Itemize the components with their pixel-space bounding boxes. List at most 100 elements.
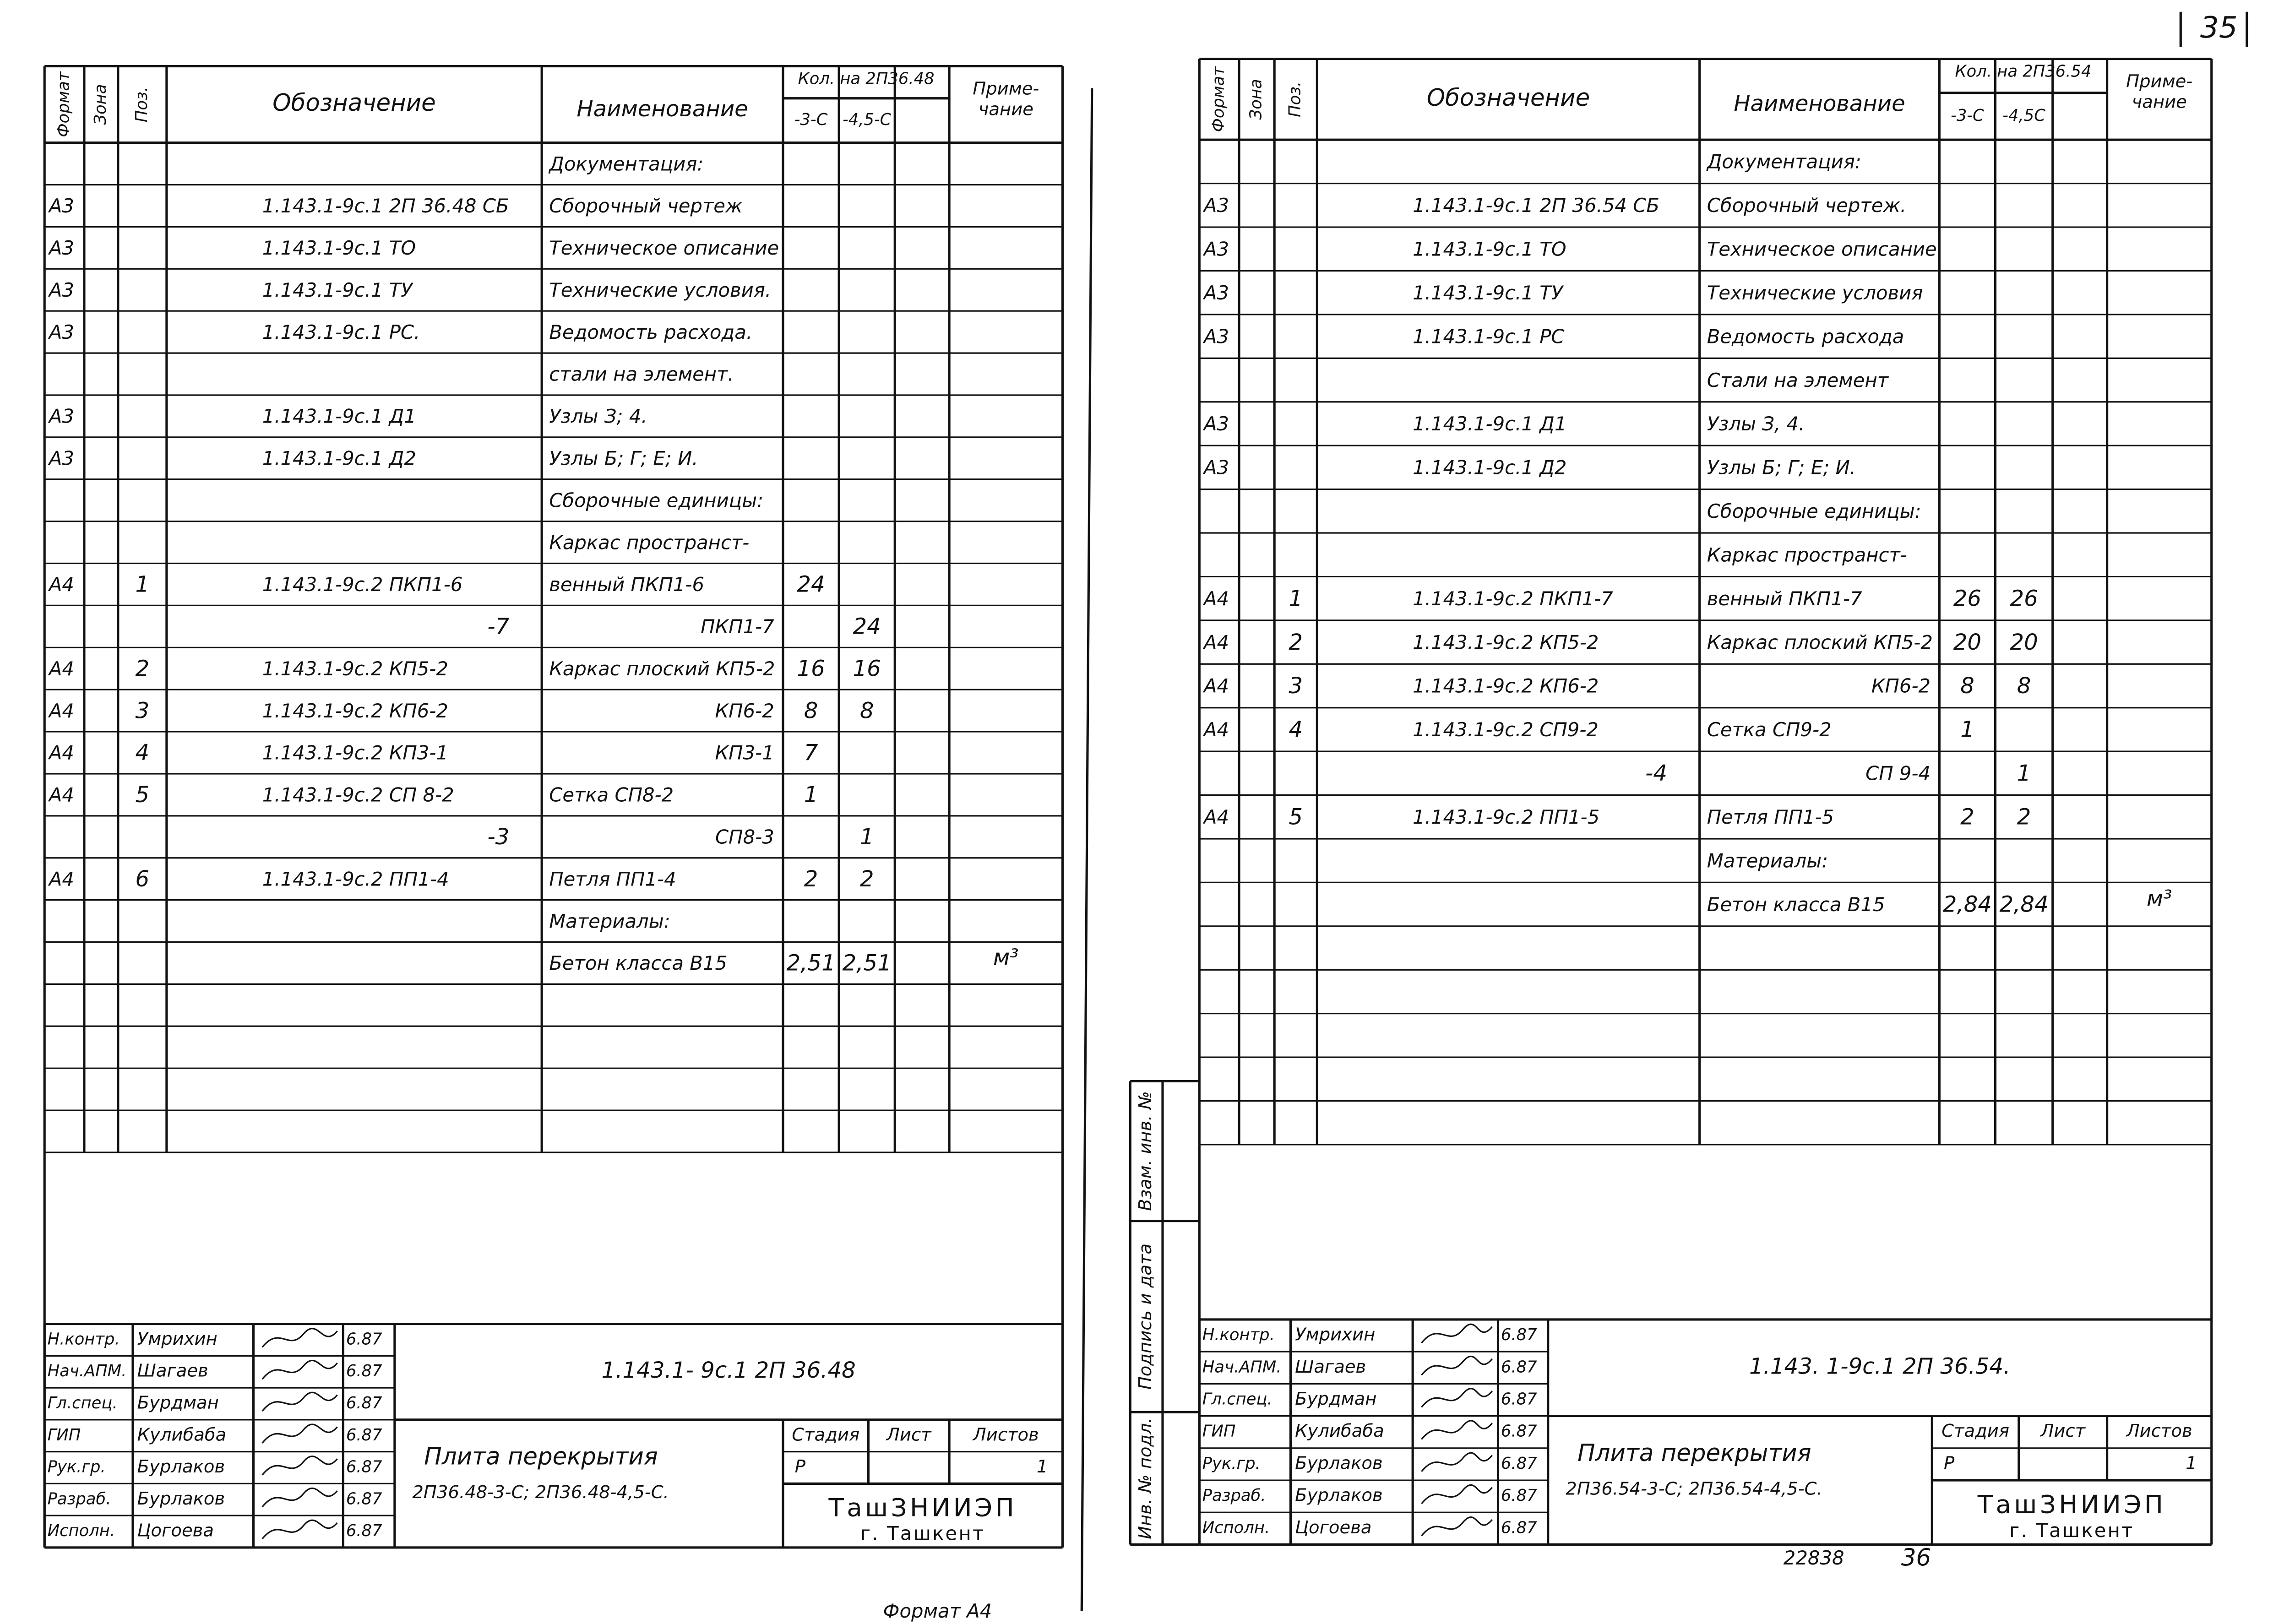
signature-name: Шагаев [137,1361,208,1381]
cell-qty-1: 2,84 [1943,891,1992,917]
cell-format: А3 [48,279,74,301]
cell-format: А4 [1202,718,1229,741]
sheet-count: 1 [1037,1456,1048,1477]
signature-scribble [261,1328,338,1348]
signature-date: 6.87 [1501,1358,1537,1376]
cell-note: м³ [2147,885,2172,911]
sheet-title: Плита перекрытия [1577,1439,1811,1467]
cell-qty-2: 8 [860,698,874,723]
cell-name: Петля ПП1-4 [549,868,676,890]
cell-name: Сборочные единицы: [549,489,763,511]
organization: ТашЗНИИЭП [828,1493,1017,1522]
cell-name: Сборочные единицы: [1707,500,1921,522]
cell-format: А4 [48,700,74,722]
signature-name: Бурдман [1295,1389,1376,1409]
signature-scribble [261,1391,338,1412]
header-name: Наименование [1734,91,1905,117]
cell-format: А3 [48,405,74,428]
signature-date: 6.87 [1501,1422,1537,1441]
cell-format: А4 [48,784,74,806]
cell-name: КП6-2 [715,700,774,722]
header-designation: Обозначение [272,89,436,117]
cell-name: Технические условия [1707,282,1923,304]
cell-designation: 1.143.1-9с.1 Д2 [262,447,416,470]
cell-name: Каркас пространст- [549,531,749,554]
cell-qty-2: 24 [853,614,881,640]
cell-pos: 1 [1289,586,1303,611]
cell-format: А4 [1202,631,1229,653]
cell-designation: 1.143.1-9с.2 КП6-2 [262,700,448,722]
cell-name: венный ПКП1-7 [1707,587,1862,610]
signature-date: 6.87 [1501,1486,1537,1505]
cell-name: Каркас плоский КП5-2 [1707,631,1933,653]
signature-date: 6.87 [1501,1518,1537,1537]
header-qty: Кол. на 2П36.48 [798,69,935,88]
stamp-replaced-inv: Взам. инв. № [1135,1091,1156,1211]
cell-name: Техническое описание [549,237,779,259]
cell-format: А3 [1202,413,1229,435]
cell-format: А3 [48,237,74,259]
header-qty-2: -4,5С [2002,106,2045,125]
format-label: Формат А4 [883,1600,992,1622]
header-qty: Кол. на 2П36.54 [1955,62,2092,81]
signature-role: ГИП [1202,1422,1236,1441]
cell-qty-1: 1 [804,782,818,808]
signature-name: Умрихин [1295,1325,1375,1345]
cell-designation: 1.143.1-9с.2 КП3-1 [262,742,448,764]
cell-qty-1: 20 [1953,630,1981,655]
cell-pos: 3 [136,698,150,723]
signature-name: Цогоева [1295,1517,1371,1538]
signature-scribble [1421,1355,1493,1376]
cell-designation: 1.143.1-9с.1 ТУ [262,279,414,301]
archive-number: 22838 [1784,1547,1844,1569]
cell-format: А3 [1202,194,1229,217]
sheet-code: 1.143. 1-9с.1 2П 36.54. [1749,1353,2011,1379]
cell-qty-1: 16 [797,656,825,681]
header-pos: Поз. [1286,81,1305,117]
sheet-label: Лист [886,1424,932,1445]
cell-qty-1: 24 [797,572,825,597]
signature-role: Рук.гр. [48,1458,106,1477]
cell-format: А3 [48,447,74,470]
header-designation: Обозначение [1427,84,1590,112]
cell-name: Петля ПП1-5 [1707,806,1834,828]
cell-pos: 2 [1289,630,1303,655]
stage-label: Стадия [1941,1421,2009,1441]
cell-designation: -7 [487,614,509,640]
signature-role: Н.контр. [1202,1325,1275,1344]
signature-scribble [1421,1516,1493,1537]
signature-role: Гл.спец. [48,1394,118,1412]
header-qty-2: -4,5-С [843,110,892,129]
cell-qty-2: 26 [2010,586,2038,611]
signature-date: 6.87 [346,1458,382,1477]
cell-qty-2: 2 [860,866,874,892]
cell-qty-1: 26 [1953,586,1981,611]
signature-date: 6.87 [346,1362,382,1380]
sheets-label: Листов [2126,1421,2192,1441]
cell-pos: 5 [136,782,150,808]
signature-role: Разраб. [1202,1486,1266,1505]
cell-qty-2: 2,84 [1999,891,2048,917]
header-note: Приме- [2126,71,2192,92]
cell-qty-2: 2 [2017,804,2031,830]
city: г. Ташкент [860,1522,985,1545]
cell-qty-1: 7 [804,740,818,766]
cell-name: Каркас плоский КП5-2 [549,657,775,680]
cell-name: Узлы Б; Г; Е; И. [1707,456,1856,479]
sheets-label: Листов [972,1424,1039,1445]
sheet-label: Лист [2039,1421,2086,1441]
cell-qty-1: 2 [1960,804,1974,830]
cell-qty-1: 8 [1960,673,1974,699]
sheet-subtitle: 2П36.54-3-С; 2П36.54-4,5-С. [1566,1479,1822,1499]
cell-note: м³ [993,945,1019,970]
cell-format: А3 [1202,282,1229,304]
signature-name: Бурлаков [1295,1453,1383,1473]
signature-role: Н.контр. [48,1330,120,1348]
footer-page: 36 [1901,1544,1931,1572]
cell-name: Узлы З, 4. [1707,413,1805,435]
cell-designation: 1.143.1-9с.2 ПКП1-7 [1413,587,1613,610]
sheet-title: Плита перекрытия [424,1443,658,1471]
cell-format: А4 [48,573,74,596]
cell-format: А3 [48,195,74,217]
cell-designation: 1.143.1-9с.1 РС [1413,325,1565,348]
